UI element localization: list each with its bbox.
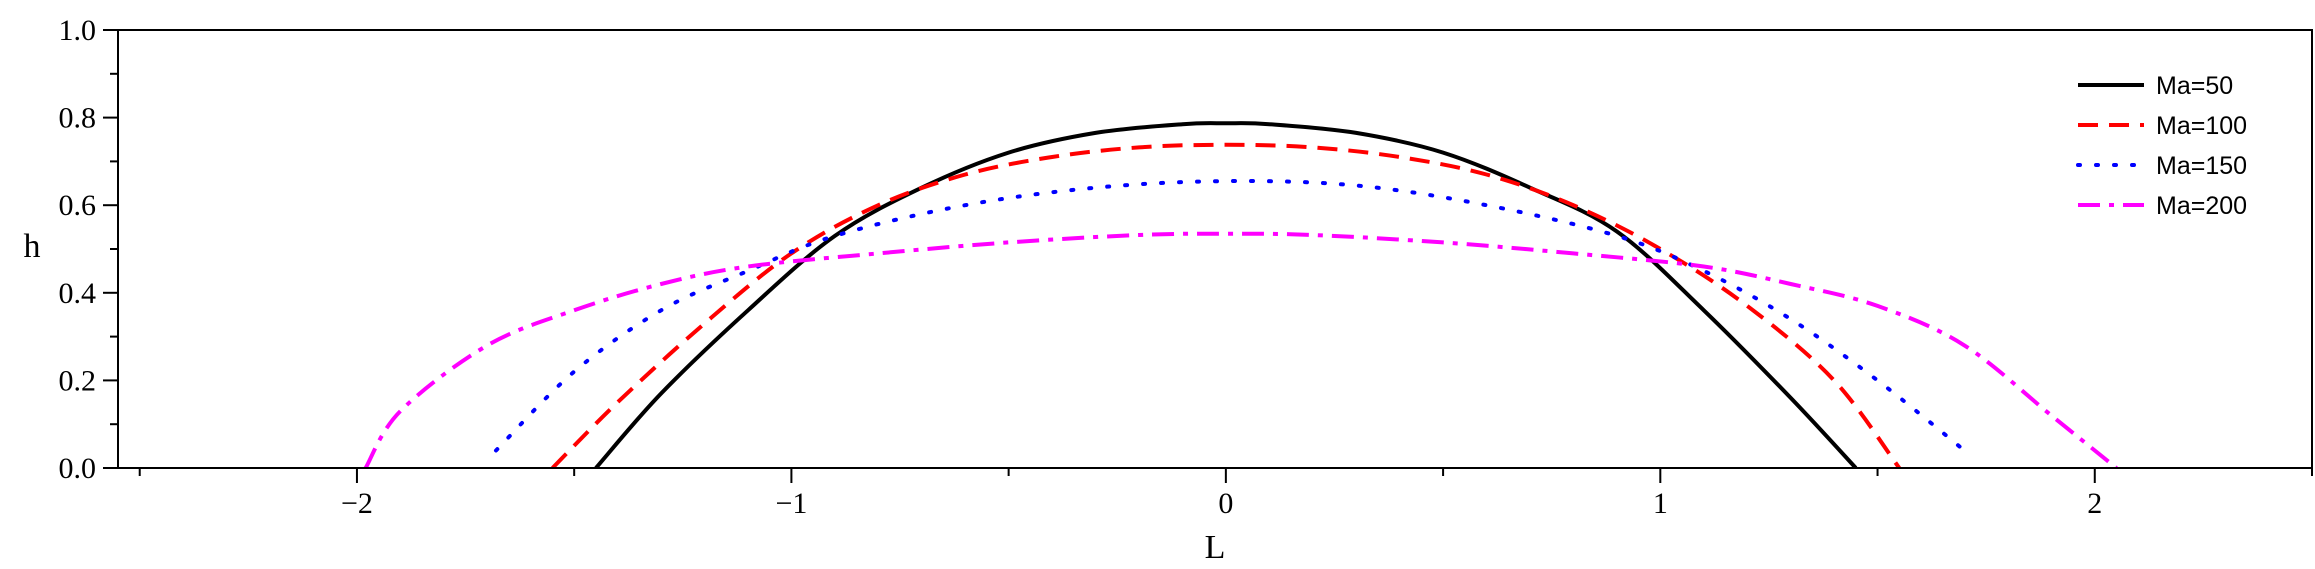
series-line-1 bbox=[594, 121, 1858, 468]
y-tick-label: 0.8 bbox=[59, 102, 97, 135]
x-tick-label: 0 bbox=[1218, 487, 1233, 520]
ticks-layer: −2 −1 0 1 2 0.0 0.2 0.4 0.6 0.8 1.0 bbox=[59, 14, 2313, 520]
x-tick-label: −1 bbox=[775, 487, 807, 520]
x-tick-label: 1 bbox=[1653, 487, 1668, 520]
legend-label: Ma=200 bbox=[2156, 192, 2247, 220]
x-axis-label: L bbox=[1205, 529, 1226, 566]
y-tick-label: 0.6 bbox=[59, 189, 97, 222]
y-tick-label: 0.4 bbox=[59, 277, 97, 310]
series-line-4 bbox=[363, 231, 2118, 468]
y-tick-label: 0.0 bbox=[59, 452, 97, 485]
y-axis-label: h bbox=[24, 228, 41, 265]
legend-label: Ma=150 bbox=[2156, 152, 2247, 180]
plot-frame bbox=[117, 29, 2313, 469]
series-line-2 bbox=[551, 142, 1901, 468]
y-tick-label: 0.2 bbox=[59, 364, 97, 397]
legend-label: Ma=100 bbox=[2156, 112, 2247, 140]
series-layer bbox=[363, 121, 2118, 468]
legend: Ma=50 Ma=100 Ma=150 Ma=200 bbox=[2076, 72, 2247, 220]
legend-label: Ma=50 bbox=[2156, 72, 2233, 100]
x-tick-label: −2 bbox=[341, 487, 373, 520]
y-tick-label: 1.0 bbox=[59, 14, 97, 47]
x-tick-label: 2 bbox=[2087, 487, 2102, 520]
series-line-3 bbox=[494, 179, 1967, 453]
